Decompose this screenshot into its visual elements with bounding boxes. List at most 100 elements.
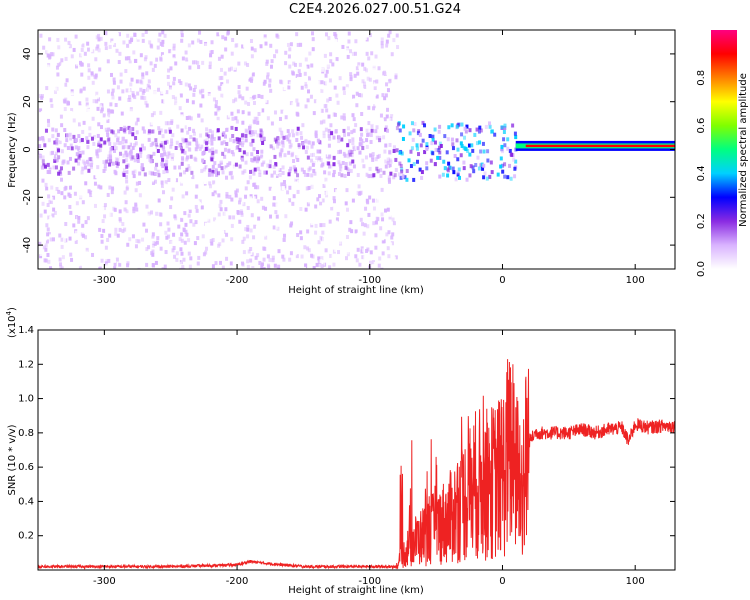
heatmap-cell	[350, 202, 354, 207]
heatmap-cell	[220, 54, 224, 59]
heatmap-cell	[287, 208, 291, 213]
heatmap-cell	[256, 120, 260, 125]
heatmap-cell	[224, 207, 228, 212]
heatmap-cell	[359, 179, 363, 184]
heatmap-cell	[298, 62, 302, 67]
heatmap-cell	[289, 143, 293, 148]
heatmap-cell	[108, 64, 112, 69]
heatmap-cell	[205, 132, 209, 137]
heatmap-cell	[75, 152, 79, 157]
heatmap-cell	[275, 173, 279, 178]
heatmap-cell	[46, 169, 50, 174]
heatmap-cell	[151, 141, 155, 146]
heatmap-cell	[325, 180, 329, 185]
heatmap-cell	[328, 96, 332, 101]
heatmap-cell	[173, 192, 177, 197]
heatmap-cell	[475, 141, 479, 146]
heatmap-cell	[357, 93, 361, 98]
heatmap-cell	[198, 57, 202, 62]
heatmap-cell	[305, 145, 309, 150]
heatmap-cell	[403, 175, 407, 180]
heatmap-cell	[209, 53, 213, 58]
heatmap-cell	[374, 157, 378, 162]
heatmap-cell	[384, 125, 388, 130]
heatmap-cell	[101, 219, 105, 224]
heatmap-cell	[104, 41, 108, 46]
heatmap-cell	[250, 76, 254, 81]
heatmap-cell	[350, 229, 354, 234]
heatmap-cell	[103, 166, 107, 171]
heatmap-cell	[66, 146, 70, 151]
heatmap-cell	[265, 59, 269, 64]
heatmap-cell	[379, 192, 383, 197]
heatmap-cell	[367, 121, 371, 126]
heatmap-cell	[307, 185, 311, 190]
snr-scale-exponent: 4	[5, 310, 13, 315]
heatmap-cell	[405, 168, 409, 173]
heatmap-cell	[343, 230, 347, 235]
heatmap-cell	[228, 265, 232, 269]
heatmap-cell	[480, 162, 484, 167]
heatmap-cell	[341, 160, 345, 165]
heatmap-cell	[183, 240, 187, 245]
heatmap-cell	[122, 128, 126, 133]
heatmap-cell	[79, 142, 83, 147]
heatmap-cell	[493, 132, 497, 137]
heatmap-cell	[139, 220, 143, 225]
heatmap-cell	[38, 241, 42, 246]
heatmap-cell	[67, 40, 71, 45]
heatmap-cell	[65, 151, 69, 156]
heatmap-cell	[252, 100, 256, 105]
y-tick-label: 1.4	[18, 325, 34, 336]
heatmap-cell	[246, 264, 250, 269]
heatmap-cell	[126, 43, 130, 48]
heatmap-cell	[348, 139, 352, 144]
heatmap-cell	[172, 224, 176, 229]
heatmap-cell	[84, 235, 88, 240]
heatmap-cell	[261, 205, 265, 210]
heatmap-cell	[175, 178, 179, 183]
heatmap-cell	[189, 154, 193, 159]
heatmap-cell	[339, 90, 343, 95]
heatmap-cell	[387, 179, 391, 184]
heatmap-cell	[429, 158, 433, 163]
heatmap-cell	[64, 185, 68, 190]
heatmap-cell	[324, 248, 328, 253]
heatmap-cell	[269, 214, 273, 219]
heatmap-cell	[386, 246, 390, 251]
heatmap-cell	[322, 261, 326, 266]
heatmap-cell	[86, 90, 90, 95]
heatmap-cell	[142, 206, 146, 211]
heatmap-cell	[309, 103, 313, 108]
heatmap-cell	[217, 243, 221, 248]
heatmap-cell	[247, 249, 251, 254]
heatmap-cell	[322, 237, 326, 242]
heatmap-cell	[178, 237, 182, 242]
heatmap-cell	[331, 62, 335, 67]
heatmap-cell	[142, 219, 146, 224]
heatmap-cell	[220, 166, 224, 171]
heatmap-cell	[300, 30, 304, 35]
heatmap-cell	[77, 145, 81, 150]
heatmap-cell	[230, 111, 234, 116]
heatmap-cell	[390, 167, 394, 172]
heatmap-cell	[77, 122, 81, 127]
heatmap-cell	[308, 51, 312, 56]
heatmap-cell	[203, 149, 207, 154]
heatmap-cell	[396, 122, 400, 127]
heatmap-cell	[208, 128, 212, 133]
heatmap-cell	[49, 216, 53, 221]
heatmap-cell	[136, 37, 140, 42]
heatmap-cell	[243, 43, 247, 48]
heatmap-cell	[488, 124, 492, 129]
heatmap-cell	[217, 56, 221, 61]
heatmap-cell	[109, 72, 113, 77]
heatmap-cell	[374, 220, 378, 225]
heatmap-cell	[104, 245, 108, 250]
heatmap-cell	[154, 166, 158, 171]
heatmap-cell	[81, 110, 85, 115]
heatmap-cell	[286, 137, 290, 142]
heatmap-cell	[266, 160, 270, 165]
heatmap-cell	[228, 137, 232, 142]
heatmap-cell	[343, 153, 347, 158]
